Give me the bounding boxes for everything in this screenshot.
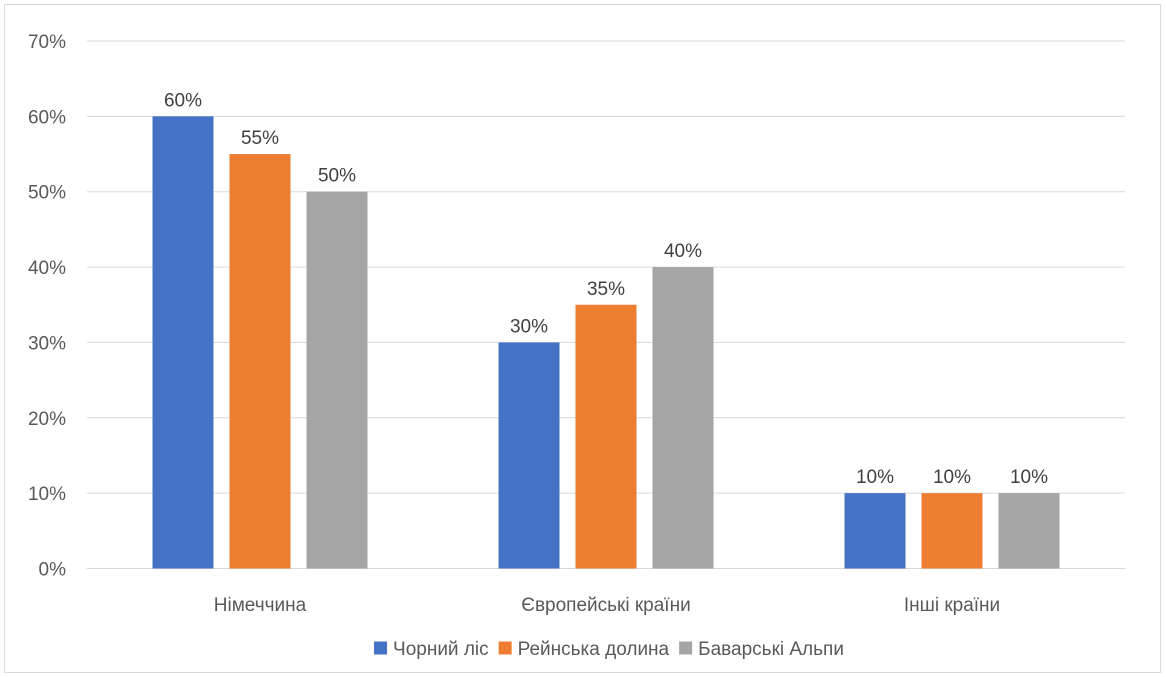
bar [498, 342, 560, 569]
legend-label: Рейнська долина [518, 639, 670, 660]
legend-item: Чорний ліс [374, 639, 489, 660]
legend-swatch [374, 641, 388, 655]
y-tick-label: 10% [28, 484, 66, 505]
bar [575, 304, 637, 569]
bars [152, 116, 1060, 569]
bar [921, 493, 983, 569]
legend-item: Баварські Альпи [679, 639, 844, 660]
data-label: 10% [1010, 467, 1048, 488]
data-label: 35% [587, 279, 625, 300]
y-tick-label: 50% [28, 183, 66, 204]
legend-label: Баварські Альпи [698, 639, 844, 660]
category-label: Німеччина [214, 595, 307, 616]
data-labels: 60% 55% 50% 30% 35% 40% 10% 10% 10% [164, 90, 1048, 488]
data-label: 60% [164, 90, 202, 111]
y-tick-label: 40% [28, 258, 66, 279]
bar [229, 154, 291, 569]
bar [998, 493, 1060, 569]
category-label: Інші країни [904, 595, 1000, 616]
data-label: 30% [510, 316, 548, 337]
y-tick-label: 60% [28, 107, 66, 128]
legend: Чорний ліс Рейнська долина Баварські Альпи [374, 639, 844, 660]
y-tick-label: 0% [39, 560, 67, 581]
data-label: 10% [933, 467, 971, 488]
legend-swatch [498, 641, 512, 655]
legend-item: Рейнська долина [498, 639, 670, 660]
category-label: Європейські країни [521, 595, 690, 616]
data-label: 55% [241, 128, 279, 149]
y-tick-label: 30% [28, 333, 66, 354]
y-tick-label: 20% [28, 409, 66, 430]
y-tick-label: 70% [28, 32, 66, 53]
legend-swatch [679, 641, 693, 655]
data-label: 40% [664, 241, 702, 262]
data-label: 10% [856, 467, 894, 488]
category-labels: Німеччина Європейські країни Інші країни [214, 595, 1000, 616]
bar [306, 191, 368, 569]
legend-label: Чорний ліс [393, 639, 489, 660]
bar [652, 267, 714, 569]
data-label: 50% [318, 166, 356, 187]
bar [844, 493, 906, 569]
bar [152, 116, 214, 569]
y-axis-ticks: 0% 10% 20% 30% 40% 50% 60% 70% [28, 32, 66, 581]
